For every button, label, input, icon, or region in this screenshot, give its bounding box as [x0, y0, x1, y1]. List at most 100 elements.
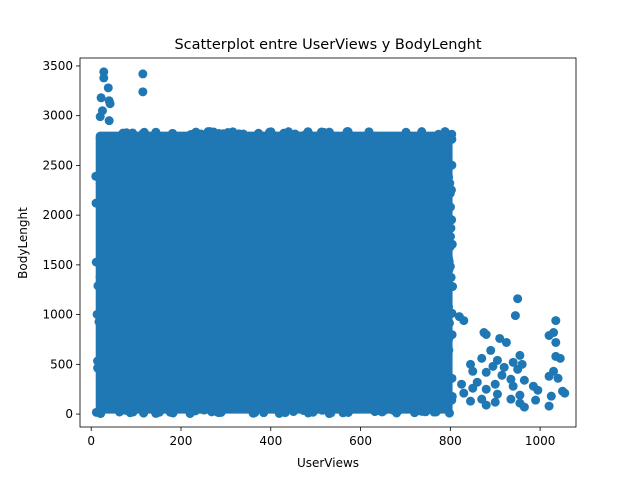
- scatter-point: [447, 373, 457, 383]
- scatter-point: [94, 358, 104, 368]
- scatter-point: [417, 127, 427, 137]
- scatter-point: [111, 371, 121, 381]
- scatter-point: [515, 350, 525, 360]
- scatter-point: [533, 385, 543, 395]
- scatter-point: [303, 127, 313, 137]
- scatter-point: [91, 257, 101, 267]
- scatter-point: [168, 128, 178, 138]
- scatter-point: [481, 330, 491, 340]
- scatter-point: [445, 232, 455, 242]
- scatter-point: [515, 390, 525, 400]
- scatter-point: [95, 134, 105, 144]
- scatter-point: [151, 127, 161, 137]
- scatter-point: [444, 254, 454, 264]
- scatter-point: [128, 128, 138, 138]
- scatter-point: [110, 212, 120, 222]
- scatter-point: [499, 362, 509, 372]
- scatter-point: [531, 395, 541, 405]
- scatter-point: [104, 400, 114, 410]
- scatter-point: [444, 302, 454, 312]
- scatter-point: [106, 236, 116, 246]
- scatter-point: [108, 133, 118, 143]
- x-tick-label: 400: [259, 434, 282, 448]
- y-tick-label: 1000: [42, 308, 73, 322]
- scatter-point: [91, 171, 101, 181]
- scatter-point: [466, 359, 476, 369]
- scatter-point: [95, 112, 105, 122]
- scatter-point: [444, 223, 454, 233]
- scatter-point: [113, 220, 123, 230]
- scatter-point: [104, 116, 114, 126]
- y-tick-label: 500: [50, 357, 73, 371]
- scatter-point: [444, 318, 454, 328]
- scatter-point: [481, 400, 491, 410]
- scatter-point: [290, 129, 300, 139]
- scatter-point: [513, 364, 523, 374]
- scatter-point: [103, 301, 113, 311]
- scatter-point: [401, 127, 411, 137]
- scatter-point: [238, 129, 248, 139]
- scatter-point: [440, 382, 450, 392]
- scatter-point: [345, 405, 355, 415]
- scatter-point: [488, 361, 498, 371]
- scatter-point: [508, 357, 518, 367]
- scatter-point: [459, 316, 469, 326]
- scatter-point: [442, 391, 452, 401]
- y-tick-label: 3500: [42, 59, 73, 73]
- scatter-point: [110, 169, 120, 179]
- scatter-point: [444, 408, 454, 418]
- scatter-point: [216, 407, 226, 417]
- scatter-point: [364, 127, 374, 137]
- scatter-point: [446, 272, 456, 282]
- scatter-point: [259, 408, 269, 418]
- scatter-point: [248, 408, 258, 418]
- scatter-point: [459, 388, 469, 398]
- scatter-point: [457, 379, 467, 389]
- scatter-point: [138, 87, 148, 97]
- scatter-point: [441, 167, 451, 177]
- scatter-point: [102, 376, 112, 386]
- scatter-point: [519, 375, 529, 385]
- scatter-point: [103, 83, 113, 93]
- x-tick-label: 800: [439, 434, 462, 448]
- y-tick-label: 2000: [42, 208, 73, 222]
- scatter-point: [506, 394, 516, 404]
- x-tick-label: 0: [87, 434, 95, 448]
- scatter-point: [447, 134, 457, 144]
- scatter-point: [481, 367, 491, 377]
- scatter-point: [506, 374, 516, 384]
- scatter-point: [91, 407, 101, 417]
- scatter-point: [551, 316, 561, 326]
- scatter-point: [445, 178, 455, 188]
- x-tick-label: 200: [170, 434, 193, 448]
- scatter-point: [551, 337, 561, 347]
- scatter-point: [444, 186, 454, 196]
- scatter-point: [440, 204, 450, 214]
- scatter-point: [199, 405, 209, 415]
- scatter-point: [443, 157, 453, 167]
- scatter-point: [318, 405, 328, 415]
- scatter-point: [389, 406, 399, 416]
- scatter-point: [112, 288, 122, 298]
- scatter-point: [490, 379, 500, 389]
- scatter-point: [95, 178, 105, 188]
- plot-frame: [79, 57, 577, 428]
- scatter-point: [96, 326, 106, 336]
- scatter-point: [544, 371, 554, 381]
- scatter-point: [445, 242, 455, 252]
- y-tick-label: 0: [65, 407, 73, 421]
- y-tick-label: 3000: [42, 109, 73, 123]
- scatter-point: [138, 129, 148, 139]
- x-tick-label: 600: [349, 434, 372, 448]
- scatter-point: [91, 198, 101, 208]
- scatter-point: [96, 234, 106, 244]
- scatter-point: [100, 338, 110, 348]
- scatter-point: [477, 353, 487, 363]
- dense-point-cluster: [95, 131, 453, 414]
- scatter-point: [553, 373, 563, 383]
- y-axis: 0 500 1000 1500 2000 2500 3000 3500: [42, 59, 80, 421]
- y-tick-label: 2500: [42, 158, 73, 172]
- scatter-point: [466, 396, 476, 406]
- scatter-point: [119, 128, 129, 138]
- scatter-point: [510, 311, 520, 321]
